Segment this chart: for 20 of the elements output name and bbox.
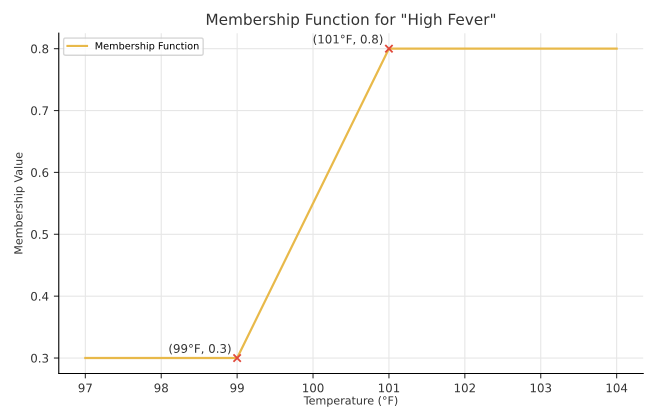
x-tick-label: 102 — [454, 383, 475, 392]
y-axis-title: Membership Value — [14, 152, 25, 254]
y-tick-label: 0.7 — [31, 106, 48, 116]
x-tick-label: 101 — [378, 383, 400, 392]
x-tick-label: 98 — [154, 383, 168, 392]
x-tick-label: 103 — [530, 383, 552, 392]
x-tick-label: 104 — [606, 383, 628, 392]
y-tick-label: 0.6 — [31, 168, 48, 178]
y-tick-label: 0.8 — [31, 44, 48, 54]
annotation: (101°F, 0.8) — [314, 34, 382, 45]
x-axis-title: Temperature (°F) — [304, 396, 398, 407]
chart-title: Membership Function for "High Fever" — [206, 13, 496, 28]
x-tick-label: 97 — [78, 383, 92, 392]
x-tick-label: 100 — [303, 383, 324, 392]
y-tick-label: 0.4 — [31, 292, 48, 301]
x-tick-label: 99 — [230, 383, 244, 392]
legend-label: Membership Function — [96, 42, 198, 52]
y-tick-label: 0.3 — [31, 354, 48, 363]
annotation: (99°F, 0.3) — [169, 344, 231, 354]
y-tick-label: 0.5 — [31, 230, 48, 239]
